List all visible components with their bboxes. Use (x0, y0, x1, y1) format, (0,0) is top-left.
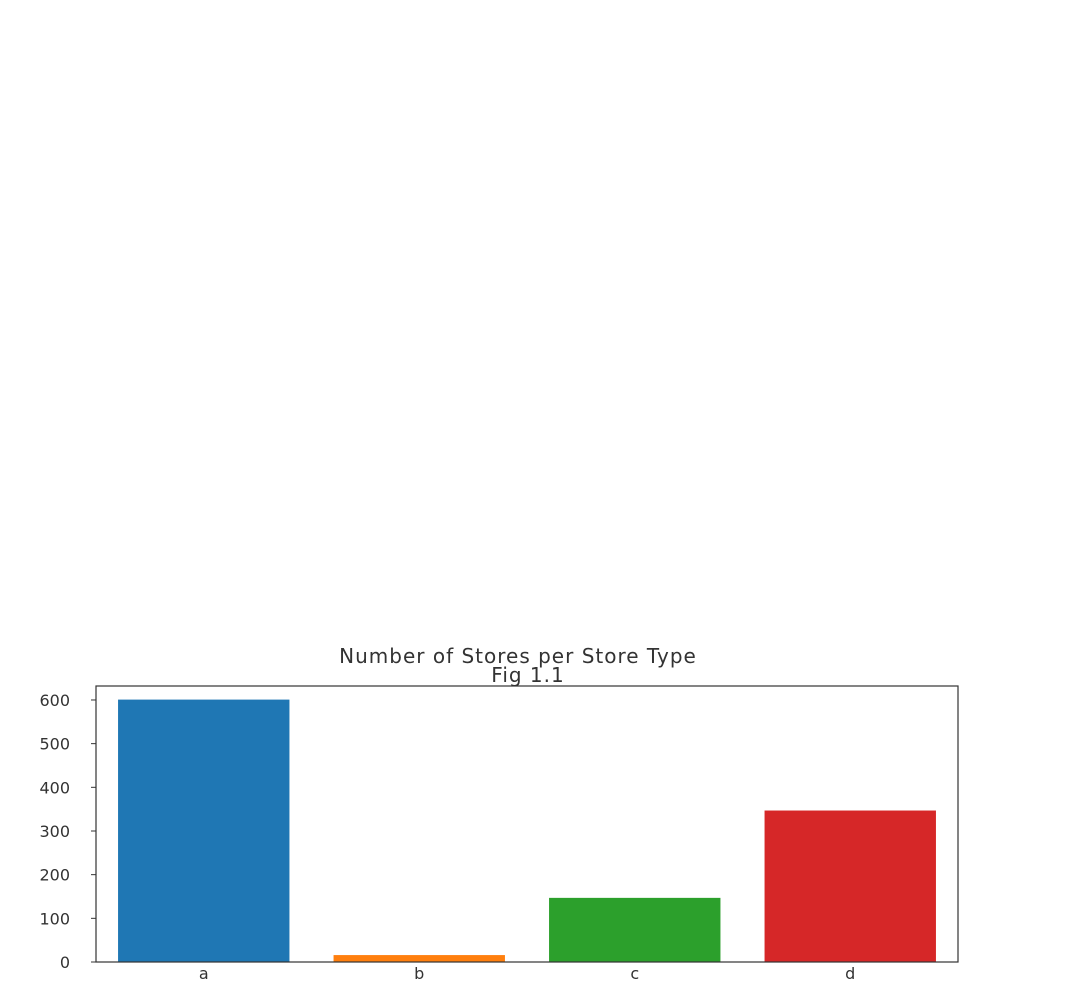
chart-title: Number of Stores per Store Type (339, 644, 697, 668)
plot-area (117, 698, 937, 963)
bar-b (332, 954, 506, 963)
chart-subtitle: Fig 1.1 (491, 663, 564, 687)
bar-c (548, 896, 722, 963)
y-tick-label: 500 (39, 735, 70, 754)
axes: a b c d 0 100 200 300 400 500 600 (39, 685, 959, 983)
y-tick-label: 300 (39, 822, 70, 841)
axes-frame (95, 685, 959, 963)
y-tick-label: 100 (39, 909, 70, 928)
x-tick-label-b: b (414, 964, 424, 983)
y-tick-label: 200 (39, 866, 70, 885)
y-tick-label: 400 (39, 778, 70, 797)
bar-a (117, 698, 291, 963)
x-tick-label-c: c (630, 964, 639, 983)
y-tick-label: 0 (60, 953, 70, 972)
bar-d (763, 809, 937, 963)
x-tick-label-a: a (199, 964, 209, 983)
y-tick-label: 600 (39, 691, 70, 710)
x-tick-label-d: d (845, 964, 855, 983)
